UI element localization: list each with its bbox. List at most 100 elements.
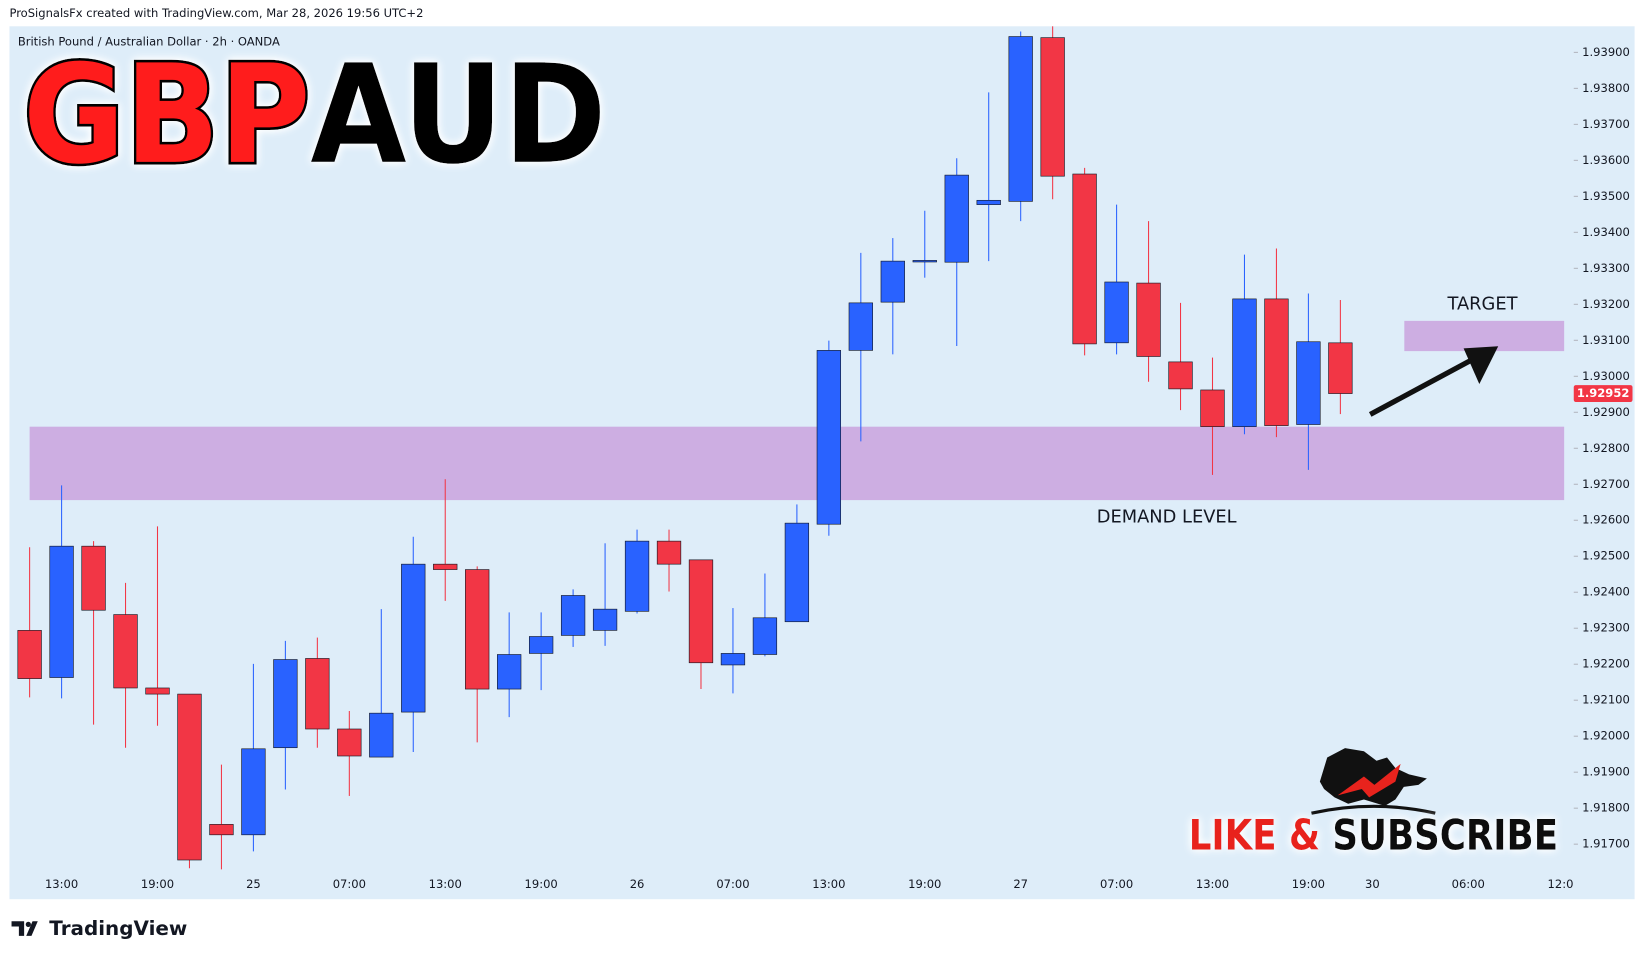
x-tick-label: 07:00 <box>1100 877 1133 891</box>
candle-body <box>912 260 937 263</box>
candle-body <box>1200 389 1225 427</box>
last-price-box <box>1573 385 1633 402</box>
candle-body <box>784 522 810 623</box>
y-tick-label: 1.91900 <box>1582 765 1630 779</box>
x-tick-label: 19:00 <box>908 877 941 891</box>
icon-swoosh <box>1337 763 1401 798</box>
promo-text: LIKE & SUBSCRIBE <box>1189 810 1558 859</box>
y-tick-label: 1.92100 <box>1582 693 1630 707</box>
x-tick-label: 07:00 <box>716 877 749 891</box>
candle-body <box>209 824 234 836</box>
candle-body <box>944 174 969 263</box>
candle-body <box>1008 36 1033 202</box>
candle-body <box>656 540 682 565</box>
header-text: ProSignalsFx created with TradingView.co… <box>9 6 423 20</box>
x-tick-label: 19:00 <box>141 877 174 891</box>
candle-body <box>752 617 778 655</box>
y-tick-label: 1.92500 <box>1582 549 1630 563</box>
candle-body <box>560 595 586 636</box>
footer-brand: TradingView <box>49 917 187 940</box>
footer-logo: TradingView <box>11 917 187 940</box>
candle-body <box>1328 342 1353 394</box>
arrow-head <box>1463 346 1499 385</box>
promo-black: SUBSCRIBE <box>1332 810 1558 859</box>
x-tick-label: 13:00 <box>1196 877 1229 891</box>
arrow <box>1368 346 1499 417</box>
y-axis: 1.91700 1.91800 1.91900 1.92000 1.92100 1.922… <box>1573 45 1633 851</box>
target-label: TARGET <box>1446 293 1517 314</box>
promo-red: LIKE & <box>1189 810 1320 859</box>
candle-body <box>145 687 170 695</box>
symbol-text: British Pound / Australian Dollar · 2h ·… <box>18 35 280 49</box>
logo-mark <box>11 921 38 936</box>
candle-body <box>848 302 873 351</box>
x-tick-label: 25 <box>246 877 261 891</box>
candle-body <box>528 636 554 654</box>
x-axis: 13:00 19:00 25 07:00 13:00 19:00 26 07:00 13:00 1… <box>45 877 1581 891</box>
candle-body <box>465 569 490 690</box>
candle-body <box>241 748 266 836</box>
candle-body <box>49 545 74 678</box>
x-tick-label: 19:00 <box>1292 877 1325 891</box>
y-tick-label: 1.93000 <box>1582 369 1630 383</box>
y-tick-label: 1.92300 <box>1582 621 1630 635</box>
bull-bear-icon <box>1311 748 1436 815</box>
y-tick-label: 1.93400 <box>1582 225 1630 239</box>
zone <box>29 426 1565 501</box>
y-tick-label: 1.92900 <box>1582 405 1630 419</box>
candle-body <box>816 350 842 525</box>
icon-base <box>1311 804 1436 815</box>
candle-body <box>1232 298 1257 427</box>
y-tick-label: 1.93900 <box>1582 45 1630 59</box>
arrow-shaft <box>1368 352 1483 417</box>
candle-body <box>1040 37 1065 177</box>
y-tick-label: 1.92600 <box>1582 513 1630 527</box>
x-tick-label: 27 <box>1013 877 1028 891</box>
candle-body <box>17 630 42 679</box>
candle-body <box>1104 281 1129 344</box>
x-tick-label: 26 <box>630 877 645 891</box>
x-tick-label: 19:00 <box>525 877 558 891</box>
candle-body <box>1264 298 1289 426</box>
candle-body <box>81 545 106 611</box>
y-tick-label: 1.93100 <box>1582 333 1630 347</box>
candle-body <box>1168 361 1193 390</box>
y-tick-label: 1.92700 <box>1582 477 1630 491</box>
demand-label: DEMAND LEVEL <box>1097 506 1237 527</box>
y-tick-label: 1.93500 <box>1582 189 1630 203</box>
candle-body <box>305 658 330 730</box>
x-tick-label: 13:00 <box>429 877 462 891</box>
logo-dot <box>25 921 31 927</box>
candle-body <box>497 654 522 690</box>
candle-body <box>401 563 426 713</box>
x-tick-label: 06:00 <box>1452 877 1485 891</box>
y-tick-label: 1.93700 <box>1582 117 1630 131</box>
zone <box>1404 320 1565 352</box>
x-tick-label: 13:00 <box>812 877 845 891</box>
x-tick-label: 13:00 <box>45 877 78 891</box>
title-red: GBP <box>23 35 310 194</box>
last-price-label: 1.92952 <box>1577 386 1630 400</box>
y-tick-label: 1.92400 <box>1582 585 1630 599</box>
candle-body <box>337 728 362 757</box>
title-black: AUD <box>310 35 606 194</box>
candle-body <box>592 608 618 631</box>
x-tick-label: 07:00 <box>333 877 366 891</box>
candle-body <box>880 260 905 303</box>
y-tick-label: 1.91800 <box>1582 801 1630 815</box>
candles <box>17 26 1353 870</box>
candle-body <box>113 614 138 689</box>
x-tick-label: 12:00 <box>1548 877 1581 891</box>
y-tick-label: 1.93200 <box>1582 297 1630 311</box>
candle-body <box>433 563 458 570</box>
y-tick-label: 1.93600 <box>1582 153 1630 167</box>
candle-body <box>1296 341 1321 425</box>
y-tick-label: 1.92200 <box>1582 657 1630 671</box>
y-tick-label: 1.92000 <box>1582 729 1630 743</box>
y-tick-label: 1.93300 <box>1582 261 1630 275</box>
candle-body <box>273 659 298 749</box>
candle-body <box>1072 173 1097 345</box>
candle-body <box>177 693 202 861</box>
